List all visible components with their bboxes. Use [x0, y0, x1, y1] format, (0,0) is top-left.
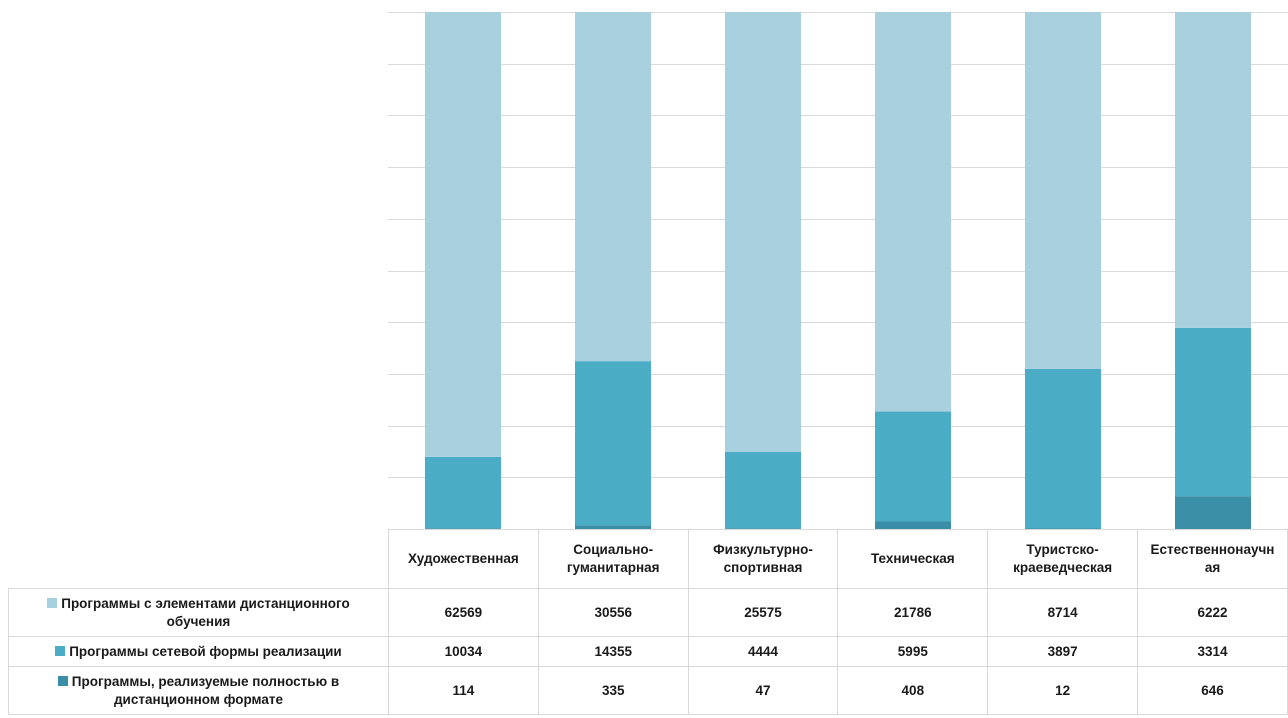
data-value: 21786 [837, 588, 989, 637]
table-row: Программы, реализуемые полностью в дистан… [8, 666, 1288, 715]
data-value: 10034 [387, 636, 539, 667]
category-label-line: Физкультурно- [713, 542, 813, 557]
stacked-bar-chart [388, 12, 1288, 529]
series-name-line: обучения [166, 613, 231, 629]
bars [425, 12, 1251, 529]
category-label: Техническая [837, 529, 989, 589]
data-value: 6222 [1137, 588, 1288, 637]
bar-segment-cat3-series2 [725, 451, 801, 529]
bar-segment-cat3-series3 [725, 12, 801, 452]
category-label-line: Социально- [573, 542, 654, 557]
bar-segment-cat4-series1 [875, 521, 951, 529]
gridlines [388, 12, 1288, 478]
category-label-line: Туристско- [1026, 542, 1099, 557]
bar-segment-cat2-series3 [575, 12, 651, 362]
data-table: Художественная Социально-гуманитарная Физк… [8, 529, 1288, 715]
table-corner [8, 529, 389, 589]
data-value: 8714 [987, 588, 1139, 637]
series-name-line: Программы с элементами дистанционного [61, 595, 350, 611]
category-label-line: Художественная [407, 551, 519, 566]
bar-segment-cat3-series1 [725, 528, 801, 529]
data-value: 5995 [837, 636, 989, 667]
bar-segment-cat4-series3 [875, 12, 951, 412]
table-header-row: Художественная Социально-гуманитарная Физк… [8, 529, 1288, 589]
series-name-line: дистанционном формате [113, 691, 283, 707]
bar-segment-cat2-series2 [575, 361, 651, 526]
legend-color-key [57, 675, 68, 686]
data-value: 30556 [537, 588, 689, 637]
bar-segment-cat1-series3 [425, 12, 501, 457]
data-value: 335 [537, 666, 689, 715]
series-name-line: Программы сетевой формы реализации [69, 643, 342, 659]
bar-segment-cat4-series2 [875, 411, 951, 522]
data-value: 114 [387, 666, 539, 715]
bar-segment-cat5-series3 [1025, 12, 1101, 369]
bar-segment-cat1-series2 [425, 456, 501, 529]
data-value: 62569 [387, 588, 539, 637]
data-value: 646 [1137, 666, 1288, 715]
category-label: Социально-гуманитарная [537, 529, 689, 589]
series-name-line: Программы, реализуемые полностью в [71, 673, 340, 689]
data-value: 408 [837, 666, 989, 715]
data-value: 47 [687, 666, 839, 715]
category-label-line: Естественнонаучн [1150, 542, 1275, 557]
bar-segment-cat1-series1 [425, 528, 501, 529]
category-label: Естественнонаучн ая [1137, 529, 1288, 589]
category-label: Физкультурно-спортивная [687, 529, 839, 589]
series-legend-cell: Программы с элементами дистанционного обу… [8, 588, 389, 637]
bar-segment-cat6-series1 [1175, 496, 1251, 529]
table-row: Программы сетевой формы реализации 10034 1… [8, 636, 1288, 667]
category-label-line: краеведческая [1013, 560, 1113, 575]
category-label: Художественная [387, 529, 539, 589]
data-value: 4444 [687, 636, 839, 667]
category-label-line: гуманитарная [566, 560, 660, 575]
bar-segment-cat6-series3 [1175, 12, 1251, 328]
category-label-line: спортивная [723, 560, 803, 575]
bar-segment-cat2-series1 [575, 525, 651, 529]
bar-segment-cat5-series2 [1025, 368, 1101, 529]
legend-color-key [47, 597, 58, 608]
data-value: 25575 [687, 588, 839, 637]
bar-segment-cat6-series2 [1175, 327, 1251, 497]
data-value: 12 [987, 666, 1139, 715]
table-row: Программы с элементами дистанционного обу… [8, 588, 1288, 637]
legend-color-key [55, 645, 66, 656]
data-value: 3314 [1137, 636, 1288, 667]
category-label: Туристско-краеведческая [987, 529, 1139, 589]
data-value: 14355 [537, 636, 689, 667]
series-legend-cell: Программы, реализуемые полностью в дистан… [8, 666, 389, 715]
series-legend-cell: Программы сетевой формы реализации [8, 636, 389, 667]
category-label-line: Техническая [870, 551, 955, 566]
category-label-line: ая [1204, 560, 1221, 575]
data-value: 3897 [987, 636, 1139, 667]
